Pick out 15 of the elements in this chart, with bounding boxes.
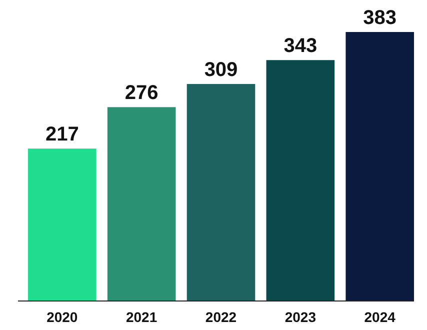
x-tick-label: 2021 [126, 309, 158, 325]
data-label: 217 [45, 124, 79, 146]
bar [28, 148, 96, 301]
x-tick-label: 2023 [284, 309, 316, 325]
bar [186, 84, 256, 301]
data-label: 309 [204, 58, 238, 81]
bar [266, 60, 335, 301]
data-label: 343 [284, 35, 318, 58]
bar [107, 107, 176, 301]
data-label: 276 [124, 82, 158, 104]
bar [346, 32, 414, 301]
x-tick-label: 2024 [364, 309, 396, 325]
data-label: 383 [363, 7, 397, 29]
x-tick-label: 2022 [205, 309, 237, 325]
x-tick-label: 2020 [46, 309, 78, 325]
